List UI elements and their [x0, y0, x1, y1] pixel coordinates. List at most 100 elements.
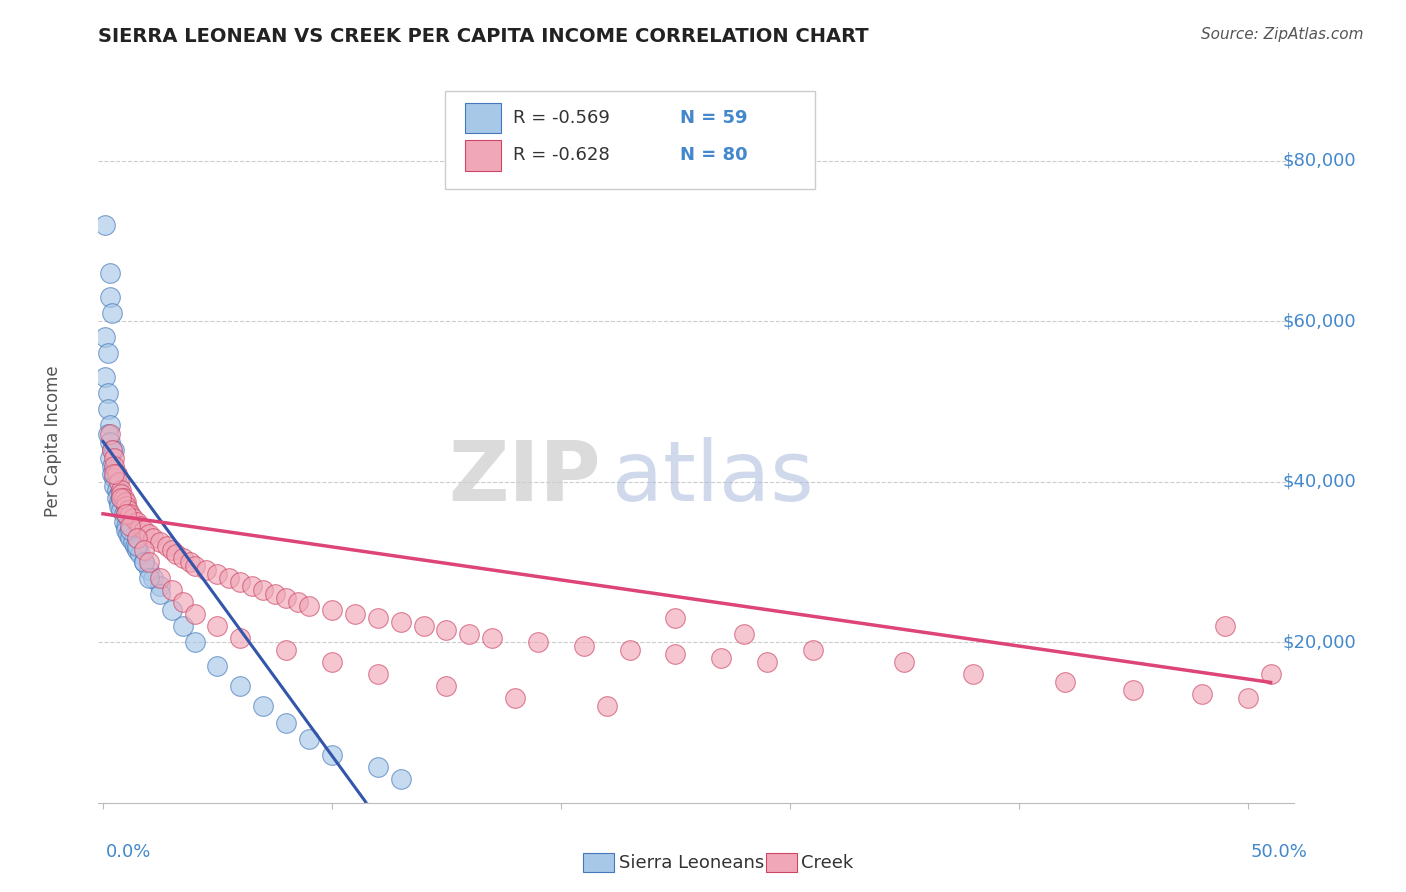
Point: [110, 483, 132, 497]
Text: 50.0%: 50.0%: [1251, 843, 1308, 861]
Point: [128, 518, 150, 533]
Point: [108, 494, 131, 508]
Text: atlas: atlas: [613, 437, 814, 518]
Point: [120, 518, 142, 533]
FancyBboxPatch shape: [465, 140, 501, 170]
Point: [115, 499, 138, 513]
Point: [149, 571, 172, 585]
Point: [98, 418, 121, 433]
Point: [1053, 675, 1076, 690]
Point: [120, 523, 142, 537]
Point: [98, 450, 121, 465]
Point: [207, 659, 229, 673]
Point: [127, 539, 149, 553]
Point: [733, 627, 755, 641]
Point: [98, 426, 121, 441]
Point: [1122, 683, 1144, 698]
Point: [276, 715, 298, 730]
Point: [94, 330, 117, 344]
Point: [101, 467, 124, 481]
Point: [103, 470, 125, 484]
Point: [108, 475, 131, 489]
Point: [183, 558, 205, 574]
Point: [893, 655, 915, 669]
Point: [165, 547, 187, 561]
Point: [103, 450, 125, 465]
Point: [160, 603, 183, 617]
Point: [149, 587, 172, 601]
Text: ZIP: ZIP: [449, 437, 600, 518]
Point: [595, 699, 617, 714]
Point: [367, 667, 389, 681]
Point: [127, 531, 149, 545]
Point: [801, 643, 824, 657]
Point: [142, 531, 165, 545]
Point: [962, 667, 984, 681]
Point: [172, 595, 194, 609]
Point: [103, 478, 125, 492]
Point: [101, 306, 124, 320]
Point: [103, 467, 125, 481]
Point: [1191, 687, 1213, 701]
Point: [367, 611, 389, 625]
Point: [110, 502, 132, 516]
Point: [229, 632, 252, 646]
Point: [527, 635, 550, 649]
Point: [1213, 619, 1236, 633]
Point: [160, 542, 183, 557]
Point: [389, 615, 412, 630]
Point: [112, 507, 135, 521]
Point: [138, 526, 160, 541]
Point: [98, 266, 121, 280]
Point: [755, 655, 778, 669]
Point: [134, 542, 156, 557]
Point: [218, 571, 240, 585]
Point: [343, 607, 366, 621]
Point: [94, 218, 117, 232]
Point: [110, 491, 132, 505]
Point: [160, 583, 183, 598]
Point: [240, 579, 263, 593]
Point: [105, 491, 128, 505]
Point: [664, 611, 686, 625]
Point: [115, 507, 138, 521]
Point: [120, 531, 142, 545]
Point: [263, 587, 285, 601]
Point: [183, 635, 205, 649]
Point: [115, 518, 138, 533]
Point: [149, 579, 172, 593]
Point: [156, 539, 179, 553]
Point: [115, 523, 138, 537]
Point: [436, 623, 458, 637]
Text: $60,000: $60,000: [1282, 312, 1355, 330]
Point: [412, 619, 434, 633]
Text: N = 80: N = 80: [681, 146, 748, 164]
Point: [252, 583, 274, 598]
Point: [121, 534, 143, 549]
Point: [124, 539, 146, 553]
Point: [117, 502, 139, 516]
Point: [105, 467, 128, 481]
Point: [276, 591, 298, 605]
Text: Per Capita Income: Per Capita Income: [44, 366, 62, 517]
Point: [287, 595, 309, 609]
Point: [138, 571, 160, 585]
Point: [207, 619, 229, 633]
Point: [172, 619, 194, 633]
Point: [1236, 691, 1258, 706]
Point: [121, 510, 143, 524]
Point: [321, 603, 343, 617]
Point: [127, 515, 149, 529]
Point: [1260, 667, 1282, 681]
Point: [481, 632, 503, 646]
Point: [172, 550, 194, 566]
Point: [389, 772, 412, 786]
Point: [110, 486, 132, 500]
Text: Creek: Creek: [801, 855, 853, 872]
Point: [128, 547, 150, 561]
Text: R = -0.569: R = -0.569: [513, 109, 610, 127]
FancyBboxPatch shape: [465, 103, 501, 133]
Point: [183, 607, 205, 621]
Point: [94, 370, 117, 384]
Point: [207, 567, 229, 582]
